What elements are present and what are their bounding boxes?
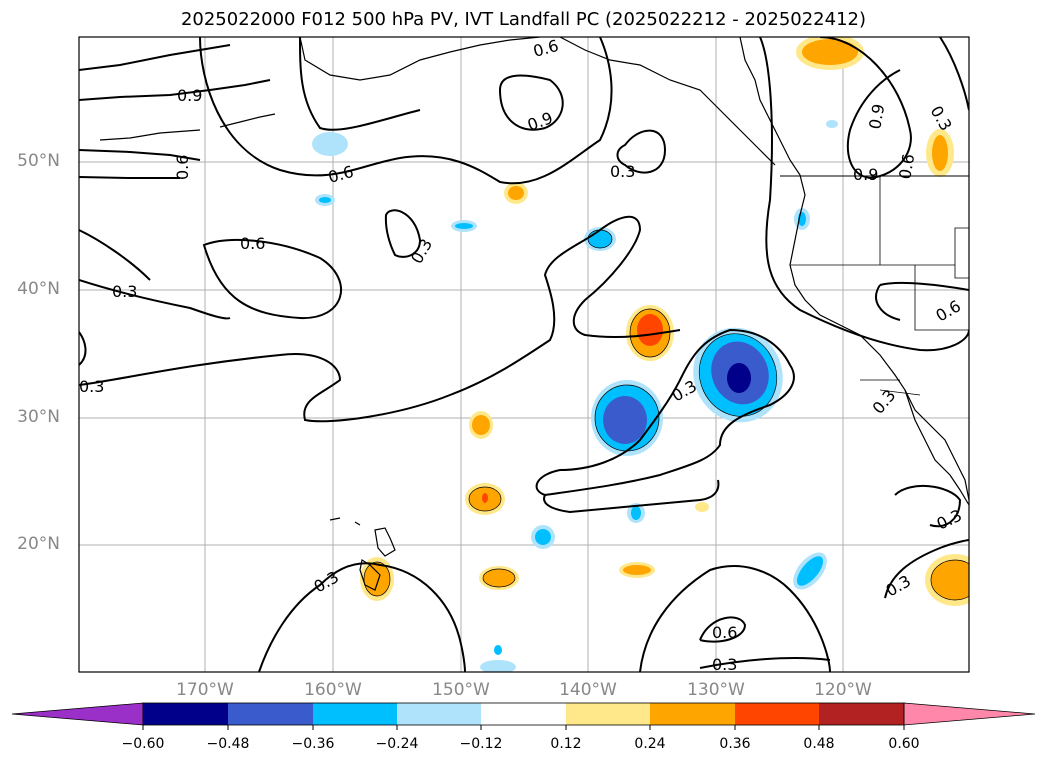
lat-label: 20°N xyxy=(17,534,60,554)
lat-label: 50°N xyxy=(17,151,60,171)
colorbar xyxy=(11,702,1036,730)
colorbar-over-extend xyxy=(903,702,1036,726)
contour-label: 0.9 xyxy=(853,165,878,184)
contour-label: 0.9 xyxy=(865,102,888,130)
lon-label: 150°W xyxy=(432,680,490,700)
lon-label: 120°W xyxy=(814,680,872,700)
lat-label: 40°N xyxy=(17,279,60,299)
lon-label: 170°W xyxy=(176,680,234,700)
pv-contours xyxy=(79,37,969,672)
lon-label: 140°W xyxy=(559,680,617,700)
contour-label: 0.3 xyxy=(79,377,104,396)
fill-outlines xyxy=(363,229,969,601)
contour-label: 0.3 xyxy=(712,655,737,674)
fill-dark-blue xyxy=(727,363,751,393)
colorbar-tick-label: 0.36 xyxy=(719,736,751,752)
fill-red-orange xyxy=(637,314,663,346)
lon-label: 130°W xyxy=(687,680,745,700)
colorbar-under-extend xyxy=(11,702,144,726)
colorbar-tick-label: −0.36 xyxy=(291,736,335,752)
map-frame xyxy=(78,36,970,673)
colorbar-tick-label: 0.48 xyxy=(803,736,835,752)
colorbar-tick-label: −0.60 xyxy=(121,736,165,752)
contour-label: 0.6 xyxy=(712,623,737,642)
colorbar-tick-label: 0.12 xyxy=(550,736,582,752)
map-title: 2025022000 F012 500 hPa PV, IVT Landfall… xyxy=(180,9,867,30)
fill-mid-blue xyxy=(603,396,647,444)
colorbar-tick-label: −0.24 xyxy=(375,736,419,752)
contour-label: 0.3 xyxy=(112,282,137,301)
contour-label: 0.3 xyxy=(610,162,635,181)
contour-label: 0.6 xyxy=(895,152,918,180)
colorbar-tick-label: −0.12 xyxy=(459,736,503,752)
contour-label: 0.6 xyxy=(173,155,192,180)
colorbar-tick-label: 0.60 xyxy=(888,736,920,752)
lon-label: 160°W xyxy=(304,680,362,700)
colorbar-tick-label: −0.48 xyxy=(206,736,250,752)
contour-label: 0.6 xyxy=(531,36,561,61)
colorbar-tick-label: 0.24 xyxy=(634,736,666,752)
contour-label: 0.6 xyxy=(240,234,265,253)
contour-label: 0.9 xyxy=(177,86,202,105)
ivt-fill-patches xyxy=(312,37,969,672)
lat-label: 30°N xyxy=(17,407,60,427)
map-area xyxy=(79,37,969,672)
